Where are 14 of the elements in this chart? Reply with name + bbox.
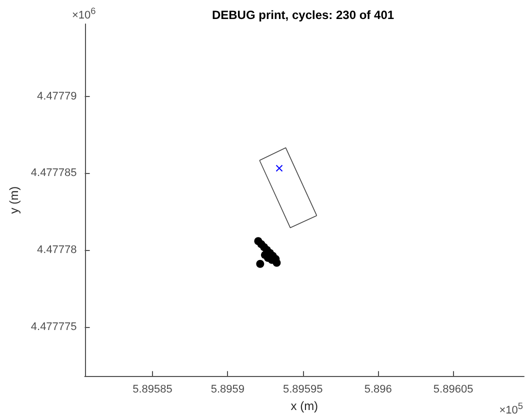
- x-tick-label: 5.89585: [132, 384, 172, 396]
- text: ×10$^{5}$: [499, 401, 523, 417]
- y-tick-label: 4.477785: [30, 167, 77, 180]
- x-tick-label: 5.8959: [210, 384, 245, 396]
- y-tick-label: 4.47779: [37, 90, 77, 102]
- x-tick-label: 5.89595: [283, 384, 323, 396]
- y-axis-title: y (m): [7, 186, 21, 214]
- x-tick-label: 5.896: [364, 384, 392, 396]
- text: ×10$^{6}$: [72, 6, 96, 22]
- y-tick-label: 4.477775: [30, 320, 77, 333]
- chart-title: DEBUG print, cycles: 230 of 401: [212, 8, 394, 22]
- x-axis-title: x (m): [290, 399, 318, 413]
- y-tick-label: 4.47778: [37, 244, 77, 256]
- x-tick-label: 5.89605: [433, 384, 474, 396]
